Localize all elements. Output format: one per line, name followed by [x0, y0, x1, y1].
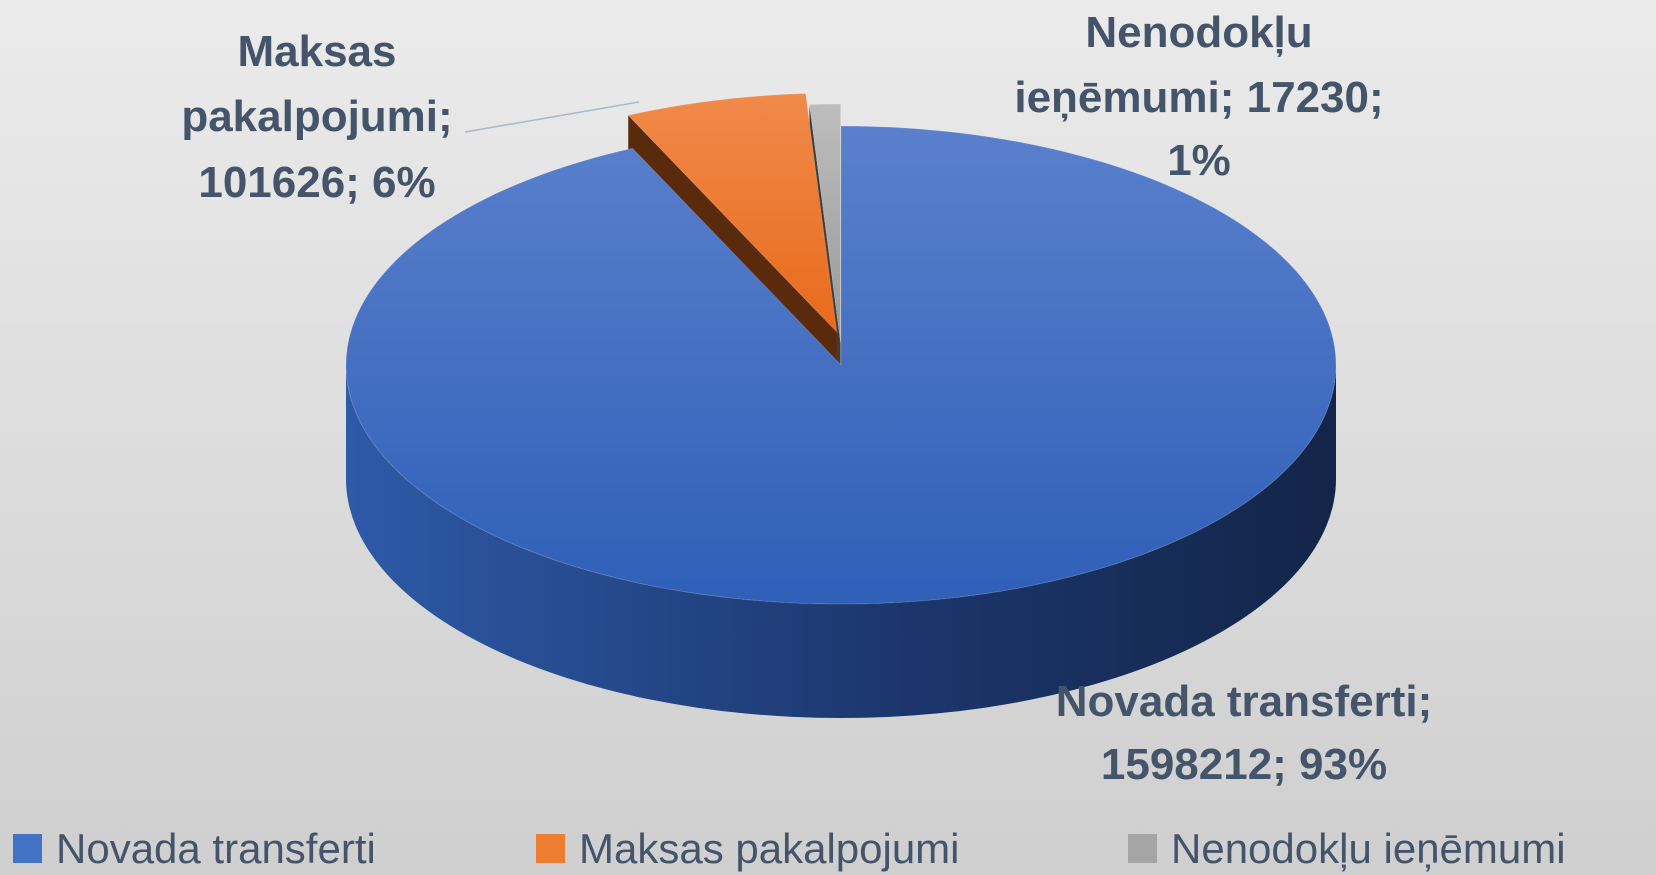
pie-slice	[808, 103, 842, 344]
data-label: Nenodokļu	[1085, 8, 1312, 57]
data-label: Maksas	[237, 27, 396, 76]
data-labels: Novada transferti; 1598212; 93% Maksas paka…	[181, 8, 1432, 789]
pie-slice	[627, 93, 838, 334]
data-label: 1598212; 93%	[1101, 740, 1387, 789]
pie	[345, 93, 1337, 718]
legend: Novada transferti Maksas pakalpojumi Nenod…	[13, 825, 1566, 872]
data-label: 1%	[1167, 136, 1231, 185]
data-label: pakalpojumi;	[181, 92, 452, 141]
legend-swatch	[536, 834, 565, 863]
pie-slice-side	[346, 365, 1336, 718]
legend-label: Nenodokļu ieņēmumi	[1171, 825, 1566, 872]
data-label: 101626; 6%	[198, 158, 435, 207]
legend-label: Novada transferti	[56, 825, 376, 872]
data-label: Novada transferti;	[1056, 677, 1433, 726]
legend-label: Maksas pakalpojumi	[579, 825, 960, 872]
data-label: ieņēmumi; 17230;	[1014, 73, 1383, 122]
pie-slice	[345, 125, 1337, 605]
legend-swatch	[13, 834, 42, 863]
legend-swatch	[1128, 834, 1157, 863]
leader-line	[464, 101, 640, 133]
